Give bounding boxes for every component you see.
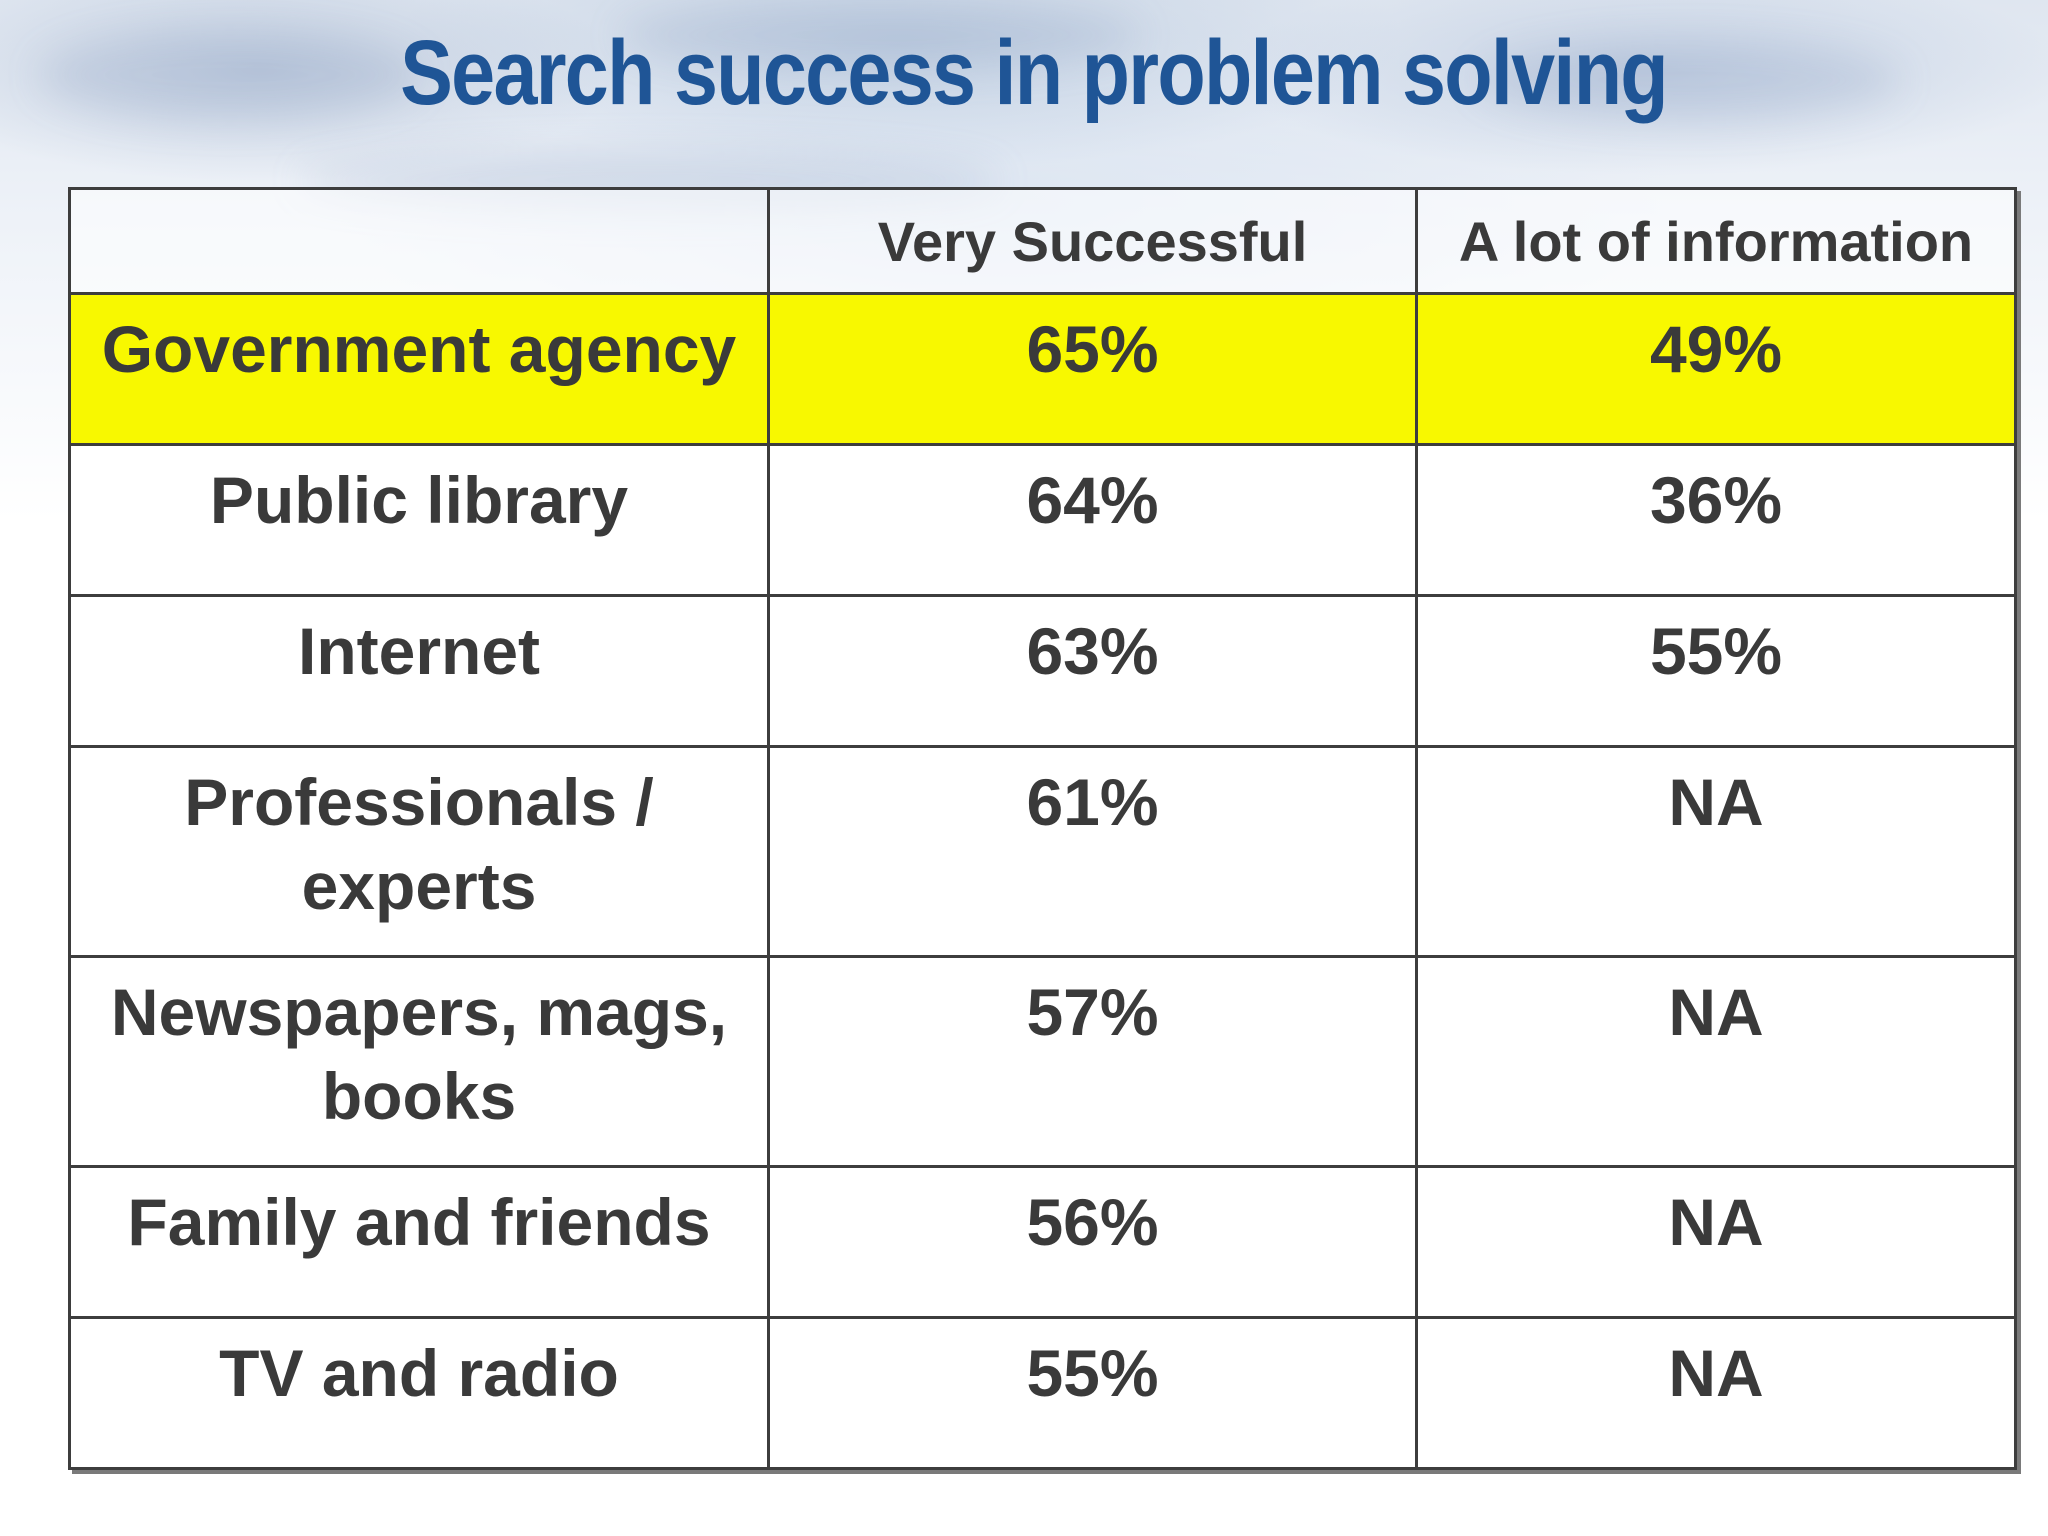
row-a-lot-of-information: NA [1415, 745, 2017, 958]
row-a-lot-of-information: 36% [1415, 443, 2017, 597]
table-row: Government agency 65% 49% [68, 292, 2017, 446]
row-source: Professionals / experts [68, 745, 770, 958]
row-source: Government agency [68, 292, 770, 446]
row-a-lot-of-information: NA [1415, 1316, 2017, 1470]
row-very-successful: 56% [767, 1165, 1418, 1319]
table-row: Internet 63% 55% [68, 594, 2017, 748]
row-a-lot-of-information: NA [1415, 1165, 2017, 1319]
column-header-very-successful: Very Successful [767, 187, 1418, 295]
row-very-successful: 64% [767, 443, 1418, 597]
row-very-successful: 57% [767, 955, 1418, 1168]
row-source: Family and friends [68, 1165, 770, 1319]
table-row: Public library 64% 36% [68, 443, 2017, 597]
column-header-a-lot-of-information: A lot of information [1415, 187, 2017, 295]
row-very-successful: 61% [767, 745, 1418, 958]
results-table: Very Successful A lot of information Gov… [68, 187, 2017, 1470]
row-a-lot-of-information: 55% [1415, 594, 2017, 748]
row-source: Public library [68, 443, 770, 597]
row-a-lot-of-information: NA [1415, 955, 2017, 1168]
table-row: Family and friends 56% NA [68, 1165, 2017, 1319]
row-source: Internet [68, 594, 770, 748]
row-very-successful: 55% [767, 1316, 1418, 1470]
background-shape [620, 0, 1140, 70]
row-source: Newspapers, mags, books [68, 955, 770, 1168]
column-header-source [68, 187, 770, 295]
slide-title: Search success in problem solving [400, 22, 1669, 124]
background-shape [1480, 40, 1900, 120]
table-row: Newspapers, mags, books 57% NA [68, 955, 2017, 1168]
row-a-lot-of-information: 49% [1415, 292, 2017, 446]
row-very-successful: 65% [767, 292, 1418, 446]
table-row: TV and radio 55% NA [68, 1316, 2017, 1470]
table-row: Professionals / experts 61% NA [68, 745, 2017, 958]
table-header-row: Very Successful A lot of information [68, 187, 2017, 295]
row-source: TV and radio [68, 1316, 770, 1470]
row-very-successful: 63% [767, 594, 1418, 748]
background-shape [40, 30, 420, 120]
